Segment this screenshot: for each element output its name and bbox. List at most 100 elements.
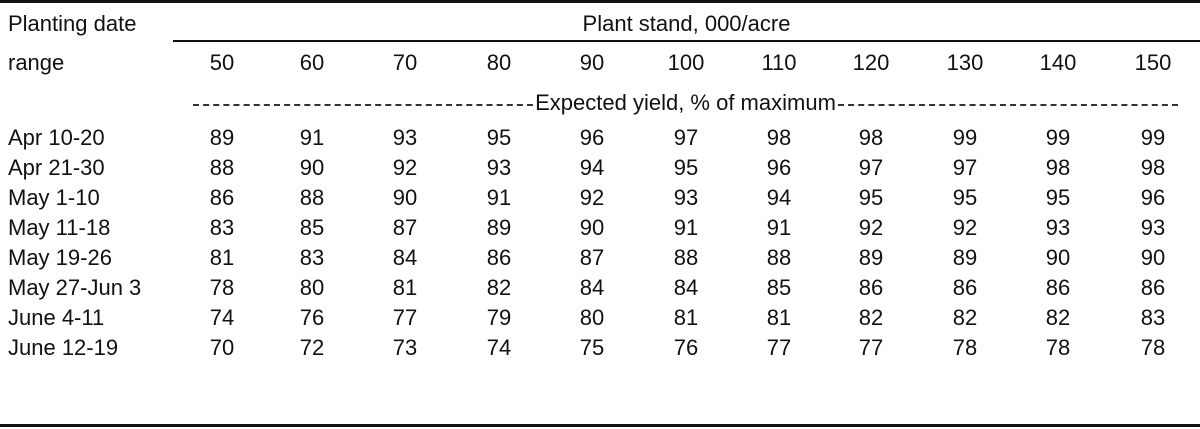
table-cell: 93 <box>1045 215 1071 240</box>
row-label: May 11-18 <box>8 215 111 240</box>
table-cell: 97 <box>858 155 884 180</box>
subheader-dash-left <box>193 103 534 106</box>
table-cell: 87 <box>392 215 418 240</box>
row-header-line1: Planting date <box>8 11 137 36</box>
table-cell: 84 <box>673 275 699 300</box>
table-cell: 90 <box>299 155 325 180</box>
bottom-rule <box>0 424 1200 427</box>
table-cell: 77 <box>858 335 884 360</box>
table-cell: 98 <box>1140 155 1166 180</box>
table-cell: 90 <box>392 185 418 210</box>
row-label: May 27-Jun 3 <box>8 275 142 300</box>
table-cell: 93 <box>486 155 512 180</box>
table-cell: 90 <box>579 215 605 240</box>
row-label: Apr 10-20 <box>8 125 105 150</box>
table-cell: 78 <box>209 275 235 300</box>
table-cell: 98 <box>858 125 884 150</box>
table-cell: 95 <box>858 185 884 210</box>
table-row: June 4-11 74 76 77 79 80 81 81 82 82 82 83 <box>0 303 1200 333</box>
row-label: Apr 21-30 <box>8 155 105 180</box>
table-cell: 95 <box>952 185 978 210</box>
subheader-text: Expected yield, % of maximum <box>535 90 836 115</box>
table-cell: 78 <box>952 335 978 360</box>
table-cell: 99 <box>1045 125 1071 150</box>
subheader-dash-right <box>837 103 1178 106</box>
table-cell: 81 <box>766 305 792 330</box>
table-cell: 78 <box>1140 335 1166 360</box>
table-cell: 82 <box>1045 305 1071 330</box>
table-cell: 88 <box>209 155 235 180</box>
table-cell: 98 <box>766 125 792 150</box>
table-cell: 92 <box>858 215 884 240</box>
table-cell: 95 <box>1045 185 1071 210</box>
column-header: 120 <box>852 50 890 75</box>
table-cell: 88 <box>766 245 792 270</box>
table-cell: 73 <box>392 335 418 360</box>
column-header: 140 <box>1039 50 1077 75</box>
column-header: 150 <box>1134 50 1172 75</box>
table-cell: 86 <box>1045 275 1071 300</box>
table-row: Apr 10-20 89 91 93 95 96 97 98 98 99 99 99 <box>0 123 1200 153</box>
column-header: 80 <box>486 50 512 75</box>
table-cell: 76 <box>299 305 325 330</box>
table-cell: 78 <box>1045 335 1071 360</box>
plant-stand-rule <box>173 40 1200 42</box>
expected-yield-subheader: Expected yield, % of maximum <box>193 90 1178 116</box>
column-header: 130 <box>946 50 984 75</box>
table-row: May 11-18 83 85 87 89 90 91 91 92 92 93 93 <box>0 213 1200 243</box>
table-cell: 89 <box>209 125 235 150</box>
table-cell: 84 <box>392 245 418 270</box>
row-label: June 4-11 <box>8 305 105 330</box>
table-cell: 99 <box>1140 125 1166 150</box>
table-cell: 86 <box>209 185 235 210</box>
table-cell: 97 <box>952 155 978 180</box>
table-cell: 72 <box>299 335 325 360</box>
table-cell: 99 <box>952 125 978 150</box>
table-cell: 93 <box>1140 215 1166 240</box>
table-row: May 19-26 81 83 84 86 87 88 88 89 89 90 90 <box>0 243 1200 273</box>
table-cell: 88 <box>299 185 325 210</box>
table-cell: 94 <box>579 155 605 180</box>
table-cell: 95 <box>486 125 512 150</box>
table-cell: 98 <box>1045 155 1071 180</box>
column-header: 70 <box>392 50 418 75</box>
table-cell: 85 <box>766 275 792 300</box>
column-header: 60 <box>299 50 325 75</box>
table-cell: 80 <box>579 305 605 330</box>
table-cell: 80 <box>299 275 325 300</box>
table-cell: 95 <box>673 155 699 180</box>
table-cell: 96 <box>766 155 792 180</box>
table-cell: 96 <box>579 125 605 150</box>
table-cell: 81 <box>209 245 235 270</box>
table-cell: 77 <box>766 335 792 360</box>
table-row: Apr 21-30 88 90 92 93 94 95 96 97 97 98 98 <box>0 153 1200 183</box>
table-cell: 92 <box>952 215 978 240</box>
table-cell: 90 <box>1045 245 1071 270</box>
table-cell: 83 <box>299 245 325 270</box>
table-cell: 92 <box>392 155 418 180</box>
column-header: 110 <box>761 50 797 75</box>
table-cell: 86 <box>858 275 884 300</box>
plant-stand-header: Plant stand, 000/acre <box>582 11 791 36</box>
table-cell: 75 <box>579 335 605 360</box>
table-cell: 74 <box>209 305 235 330</box>
table-row: May 1-10 86 88 90 91 92 93 94 95 95 95 96 <box>0 183 1200 213</box>
table-cell: 81 <box>392 275 418 300</box>
table-row: June 12-19 70 72 73 74 75 76 77 77 78 78 78 <box>0 333 1200 363</box>
table-cell: 84 <box>579 275 605 300</box>
table-cell: 86 <box>486 245 512 270</box>
table-cell: 76 <box>673 335 699 360</box>
row-label: May 1-10 <box>8 185 100 210</box>
table-cell: 89 <box>858 245 884 270</box>
table-cell: 88 <box>673 245 699 270</box>
table-cell: 94 <box>766 185 792 210</box>
table-cell: 83 <box>1140 305 1166 330</box>
table-cell: 89 <box>486 215 512 240</box>
table-cell: 86 <box>1140 275 1166 300</box>
table-cell: 70 <box>209 335 235 360</box>
row-header-line2: range <box>8 50 65 75</box>
table-cell: 86 <box>952 275 978 300</box>
table-cell: 90 <box>1140 245 1166 270</box>
table-cell: 87 <box>579 245 605 270</box>
